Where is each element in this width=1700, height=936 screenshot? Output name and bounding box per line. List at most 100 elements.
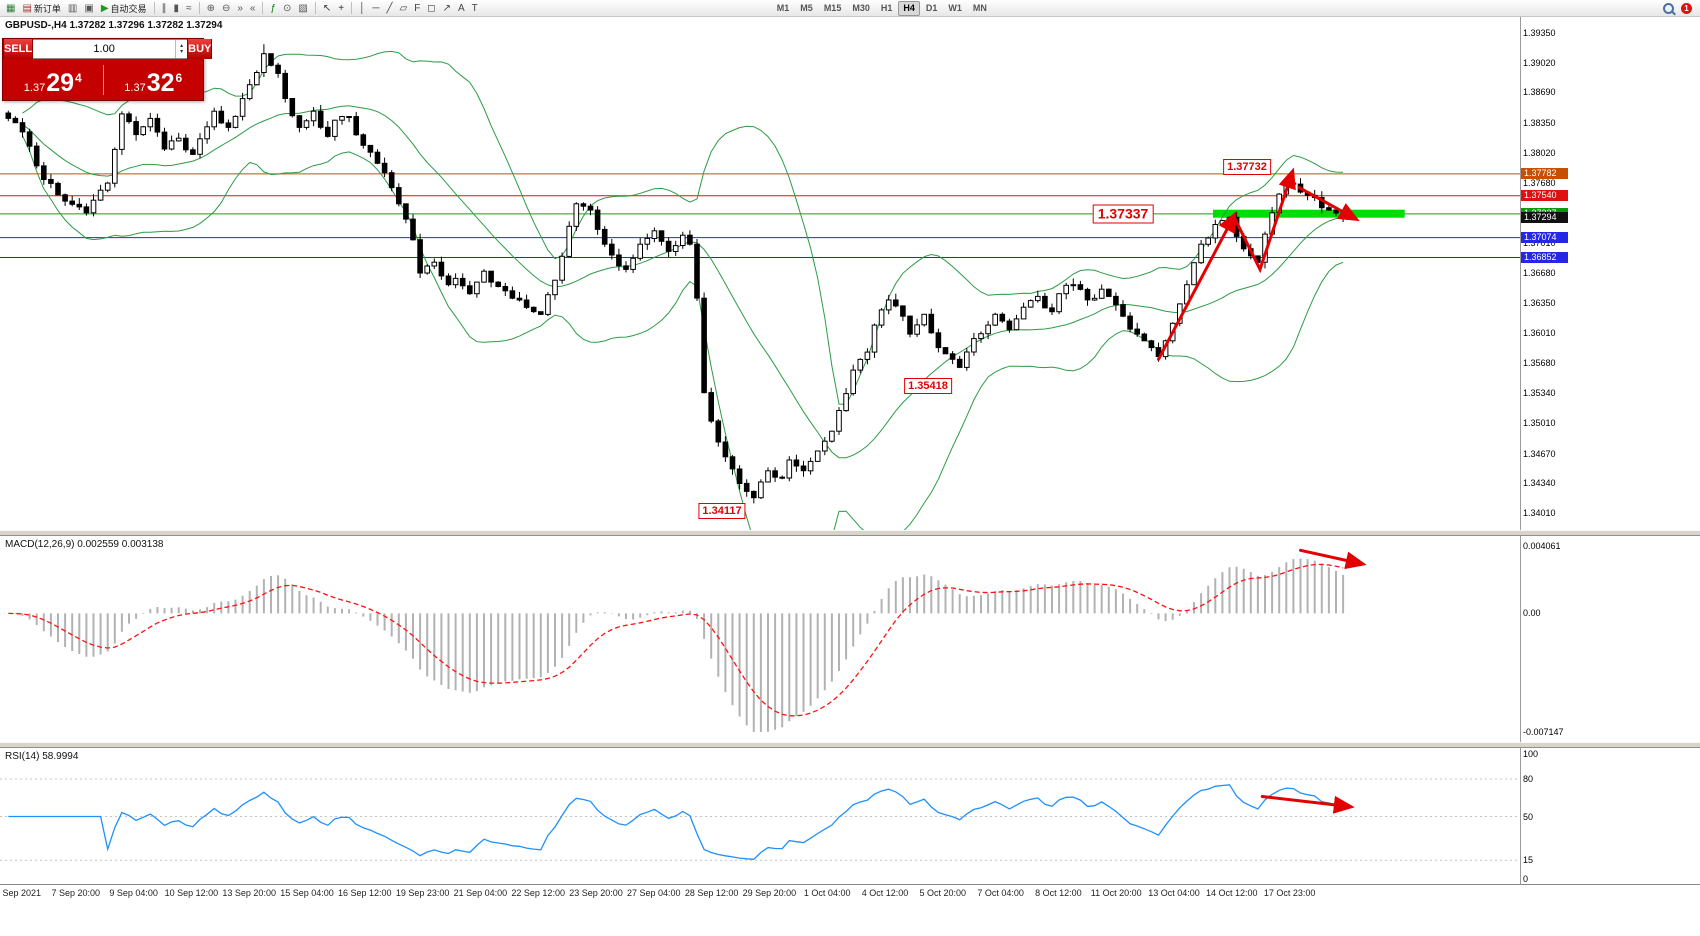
vertical-line-button[interactable]: │ [356, 1, 368, 16]
price-tag: 1.37782 [1521, 168, 1568, 180]
zoom-out-button[interactable]: ⊖ [219, 1, 233, 16]
price-annotation-swing-high[interactable]: 1.37732 [1223, 159, 1271, 175]
buy-button[interactable]: BUY [187, 39, 213, 59]
shapes-button[interactable]: ◻ [424, 1, 438, 16]
chart-shift-icon: « [249, 2, 256, 14]
zoom-in-icon: ⊕ [206, 2, 215, 14]
timeframe-m5-button[interactable]: M5 [800, 2, 813, 13]
chart-shift-button[interactable]: « [247, 1, 259, 16]
buy-price[interactable]: 1.37326 [106, 70, 202, 97]
price-tick: 1.36680 [1523, 268, 1556, 278]
candlestick-chart[interactable] [0, 17, 1521, 530]
new-chart-button[interactable]: ▦ [3, 1, 18, 16]
indicators-button[interactable]: ƒ [267, 1, 279, 16]
rsi-axis[interactable]: 100 80 50 15 0 [1521, 748, 1581, 884]
charts-grid-button[interactable]: ▣ [81, 1, 96, 16]
symbol-period: GBPUSD-,H4 [5, 20, 67, 31]
time-label: 15 Sep 04:00 [280, 888, 334, 898]
price-tick: 1.35340 [1523, 388, 1556, 399]
periods-button[interactable]: ⊙ [280, 1, 294, 16]
price-annotation-minor-low[interactable]: 1.35418 [904, 378, 952, 394]
auto-scroll-button[interactable]: » [234, 1, 246, 16]
profiles-button[interactable]: ▥ [65, 1, 80, 16]
macd-axis-label: -0.007147 [1523, 727, 1564, 737]
templates-button[interactable]: ▧ [295, 1, 310, 16]
volume-stepper[interactable]: ▴ ▾ [175, 40, 187, 58]
line-chart-type-button[interactable]: ≈ [183, 1, 195, 16]
cursor-icon: ↖ [322, 2, 332, 14]
text-icon: A [458, 2, 465, 14]
channel-icon: ▱ [399, 2, 408, 14]
panel-splitter[interactable] [0, 530, 1700, 536]
price-axis[interactable]: 1.39350 1.39020 1.38690 1.38350 1.38020 1.376… [1521, 17, 1581, 530]
crosshair-button[interactable]: + [335, 1, 347, 16]
time-label: 1 Oct 04:00 [803, 888, 851, 898]
timeframe-m1-button[interactable]: M1 [776, 2, 790, 13]
label-button[interactable]: T [469, 1, 481, 16]
ohlc-values: 1.37282 1.37296 1.37282 1.37294 [69, 20, 223, 31]
timeframe-h4-button[interactable]: H4 [898, 0, 920, 16]
price-tag: 1.36852 [1521, 252, 1568, 264]
candlestick-chart-type-button[interactable]: ▮ [171, 1, 183, 16]
notification-badge[interactable]: 1 [1681, 2, 1692, 14]
autotrading-button[interactable]: ▶ 自动交易 [98, 1, 150, 16]
macd-chart[interactable] [0, 536, 1521, 742]
arrow-tool-button[interactable]: ↗ [440, 1, 454, 16]
new-order-label: 新订单 [33, 3, 61, 14]
volume-up-icon[interactable]: ▴ [180, 43, 184, 49]
price-annotation-major-low[interactable]: 1.34117 [698, 503, 746, 519]
time-axis[interactable]: 6 Sep 2021 7 Sep 20:00 9 Sep 04:00 10 Sep 1… [0, 884, 1700, 904]
time-label: 5 Oct 20:00 [919, 888, 967, 898]
price-tag: 1.37540 [1521, 190, 1568, 202]
timeframe-w1-button[interactable]: W1 [948, 2, 962, 13]
volume-input[interactable] [33, 40, 176, 58]
macd-axis[interactable]: 0.004061 0.00 -0.007147 [1521, 536, 1581, 742]
trend-arrow[interactable] [1297, 186, 1360, 222]
rsi-chart[interactable] [0, 748, 1521, 884]
panel-splitter[interactable] [0, 742, 1700, 748]
time-label: 8 Oct 12:00 [1035, 888, 1082, 898]
support-zone[interactable] [1213, 209, 1405, 218]
time-label: 6 Sep 2021 [0, 888, 42, 898]
trend-arrow[interactable] [1232, 167, 1296, 274]
bar-chart-type-button[interactable]: ∥ [159, 1, 170, 16]
timeframe-d1-button[interactable]: D1 [925, 2, 938, 13]
horizontal-line-button[interactable]: ─ [369, 1, 382, 16]
fibonacci-button[interactable]: F [411, 1, 423, 16]
search-icon[interactable] [1663, 2, 1674, 14]
bar-chart-type-icon: ∥ [161, 2, 167, 14]
sell-button[interactable]: SELL [3, 39, 34, 59]
timeframe-mn-button[interactable]: MN [972, 2, 987, 13]
timeframe-h1-button[interactable]: H1 [880, 2, 893, 13]
trend-arrow[interactable] [1157, 211, 1237, 361]
cursor-button[interactable]: ↖ [320, 1, 334, 16]
periods-icon: ⊙ [283, 2, 292, 14]
price-tick: 1.38350 [1523, 117, 1556, 128]
autotrading-label: 自动交易 [110, 3, 147, 14]
zoom-out-icon: ⊖ [221, 2, 231, 14]
text-button[interactable]: A [455, 1, 468, 16]
sell-price[interactable]: 1.37294 [5, 70, 101, 97]
price-annotation-pivot-zone[interactable]: 1.37337 [1092, 204, 1154, 224]
buy-price-pips: 32 [146, 69, 175, 97]
toolbar-right: 1 [1663, 2, 1697, 14]
rsi-name: RSI(14) [5, 751, 40, 762]
trend-arrow[interactable] [1260, 795, 1355, 814]
timeframe-m15-button[interactable]: M15 [823, 2, 842, 13]
time-label: 9 Sep 04:00 [109, 888, 158, 898]
trend-arrow[interactable] [1299, 548, 1367, 570]
zoom-in-button[interactable]: ⊕ [204, 1, 218, 16]
time-label: 4 Oct 12:00 [861, 888, 909, 898]
time-label: 27 Sep 04:00 [627, 888, 681, 898]
timeframe-m30-button[interactable]: M30 [852, 2, 870, 13]
price-tag: 1.37074 [1521, 232, 1568, 244]
channel-button[interactable]: ▱ [396, 1, 410, 16]
toolbar-separator [351, 2, 353, 14]
trendline-button[interactable]: ╱ [383, 1, 395, 16]
buy-price-prefix: 1.37 [124, 82, 146, 94]
time-label: 7 Oct 04:00 [977, 888, 1024, 898]
price-tick: 1.37680 [1523, 178, 1556, 189]
new-order-button[interactable]: ▤ 新订单 [19, 1, 63, 16]
volume-down-icon[interactable]: ▾ [180, 49, 184, 55]
